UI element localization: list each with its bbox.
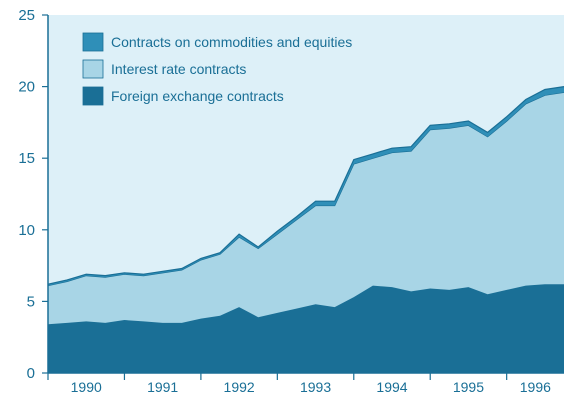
y-tick-label: 10 — [18, 222, 35, 239]
legend-label: Foreign exchange contracts — [111, 88, 284, 104]
x-tick-label: 1993 — [300, 379, 331, 395]
x-tick-label: 1991 — [147, 379, 178, 395]
area-top-line-contracts-on-commodities-and-equities — [47, 86, 565, 285]
y-tick-label: 25 — [18, 7, 35, 24]
x-tick-label: 1995 — [453, 379, 484, 395]
legend-swatch — [82, 59, 104, 79]
legend-swatch — [82, 86, 104, 106]
y-tick-label: 0 — [27, 365, 35, 382]
legend-label: Contracts on commodities and equities — [111, 34, 352, 50]
legend-swatch — [82, 32, 104, 52]
legend-label: Interest rate contracts — [111, 61, 246, 77]
area-interest-rate-contracts — [48, 92, 564, 325]
x-tick-label: 1996 — [520, 379, 551, 395]
y-tick-label: 15 — [18, 150, 35, 167]
area-foreign-exchange-contracts — [48, 284, 564, 373]
x-tick-label: 1990 — [71, 379, 102, 395]
x-tick-label: 1992 — [224, 379, 255, 395]
y-tick-label: 5 — [27, 293, 35, 310]
y-tick-label: 20 — [18, 79, 35, 96]
x-tick-label: 1994 — [376, 379, 407, 395]
